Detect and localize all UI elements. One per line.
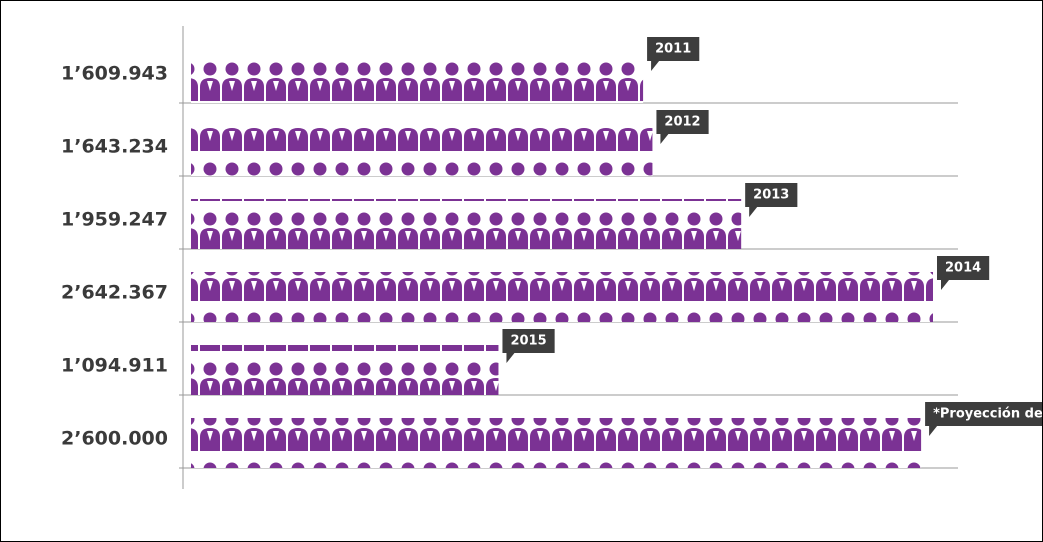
bar (191, 199, 742, 249)
category-label: 2014 (945, 261, 981, 276)
category-label: 2011 (655, 42, 691, 57)
callout-box (656, 110, 709, 144)
bar (191, 418, 922, 468)
callout-box (502, 329, 555, 363)
bar (191, 126, 653, 176)
category-label: 2015 (510, 334, 546, 349)
bar (191, 345, 499, 395)
value-label: 1’609.943 (61, 63, 168, 85)
category-label: *Proyección de asistentes a Dic 31 de 20… (933, 407, 1042, 422)
bar (191, 272, 933, 322)
callout-box (647, 37, 700, 71)
value-label: 1’959.247 (61, 209, 168, 231)
callout-box (925, 402, 1042, 436)
category-label: 2013 (753, 188, 789, 203)
value-label: 1’094.911 (61, 355, 168, 377)
callout-box (937, 256, 990, 290)
value-label: 1’643.234 (61, 136, 168, 158)
value-label: 2’642.367 (61, 282, 168, 304)
bar (191, 53, 644, 103)
category-label: 2012 (664, 115, 700, 130)
callout-box (745, 183, 798, 217)
value-label: 2’600.000 (61, 428, 168, 450)
